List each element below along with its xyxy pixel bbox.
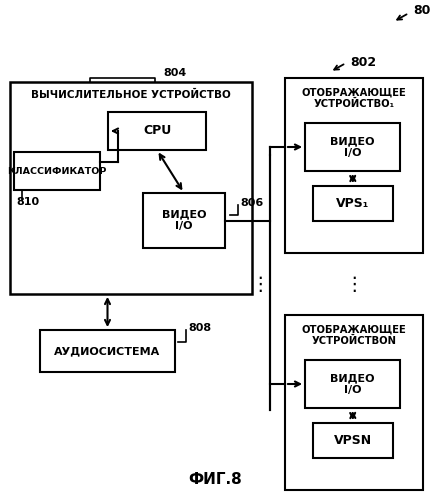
Text: 810: 810 <box>16 197 39 207</box>
Bar <box>313 423 393 458</box>
Text: ВЫЧИСЛИТЕЛЬНОЕ УСТРОЙСТВО: ВЫЧИСЛИТЕЛЬНОЕ УСТРОЙСТВО <box>31 90 231 100</box>
Bar <box>40 330 175 372</box>
Text: 800: 800 <box>413 4 430 18</box>
Bar <box>143 193 225 248</box>
Bar <box>285 78 423 253</box>
Text: VPSΝ: VPSΝ <box>334 434 372 447</box>
Text: 802: 802 <box>350 56 376 68</box>
Text: ОТОБРАЖАЮЩЕЕ
УСТРОЙСТВО₁: ОТОБРАЖАЮЩЕЕ УСТРОЙСТВО₁ <box>301 87 406 109</box>
Text: ВИДЕО
I/O: ВИДЕО I/O <box>162 210 206 232</box>
Text: КЛАССИФИКАТОР: КЛАССИФИКАТОР <box>7 166 107 175</box>
Bar <box>10 82 252 294</box>
Text: ⋮: ⋮ <box>344 276 364 294</box>
Bar <box>14 152 100 190</box>
Text: ОТОБРАЖАЮЩЕЕ
УСТРОЙСТВОN: ОТОБРАЖАЮЩЕЕ УСТРОЙСТВОN <box>301 324 406 346</box>
Text: АУДИОСИСТЕМА: АУДИОСИСТЕМА <box>54 346 161 356</box>
Text: ⋮: ⋮ <box>250 276 270 294</box>
Bar <box>313 186 393 221</box>
Text: 806: 806 <box>240 198 263 208</box>
Text: ВИДЕО
I/O: ВИДЕО I/O <box>330 373 375 395</box>
Bar <box>285 315 423 490</box>
Bar <box>305 123 400 171</box>
Bar <box>305 360 400 408</box>
Text: ВИДЕО
I/O: ВИДЕО I/O <box>330 136 375 158</box>
Text: 804: 804 <box>163 68 186 78</box>
Text: VPS₁: VPS₁ <box>336 197 370 210</box>
Text: CPU: CPU <box>143 124 171 138</box>
Text: ФИГ.8: ФИГ.8 <box>188 472 242 488</box>
Text: 808: 808 <box>188 323 211 333</box>
Bar <box>108 112 206 150</box>
